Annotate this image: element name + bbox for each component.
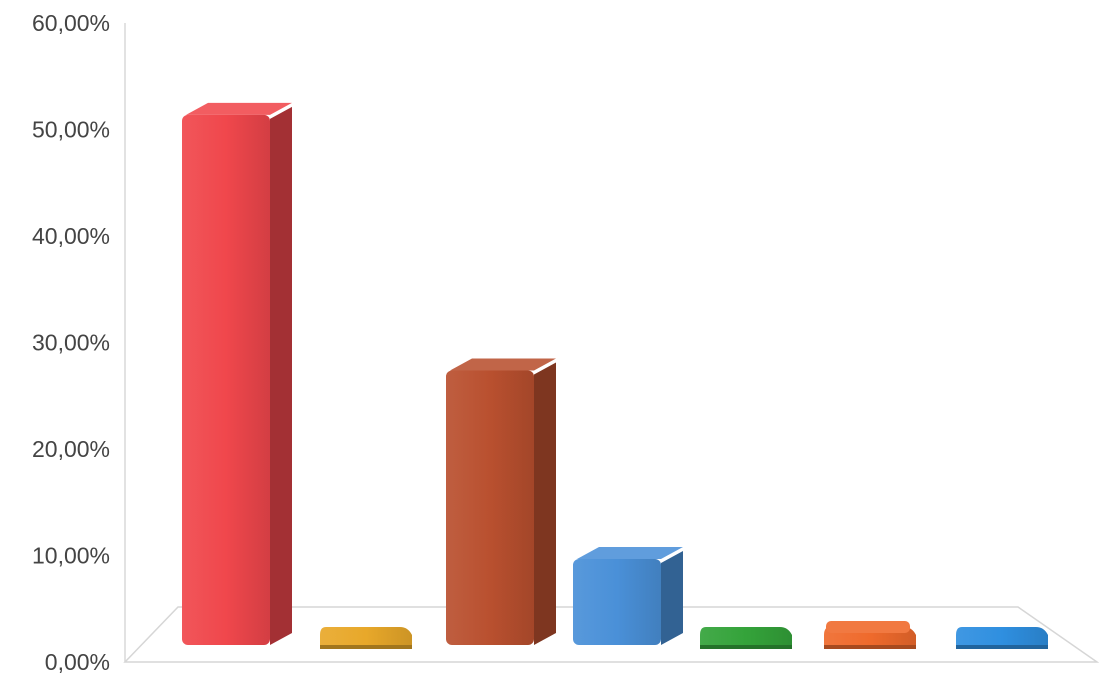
y-tick-label: 60,00%: [32, 10, 110, 36]
bar: [700, 627, 792, 649]
y-tick-label: 30,00%: [32, 330, 110, 356]
bar: [182, 102, 292, 645]
bar-series: [182, 102, 1048, 649]
y-tick-label: 50,00%: [32, 117, 110, 143]
bar: [320, 627, 412, 649]
y-axis-tick-labels: 0,00% 10,00% 20,00% 30,00% 40,00% 50,00% 60,00…: [32, 10, 110, 675]
bar: [824, 621, 916, 649]
y-tick-label: 20,00%: [32, 436, 110, 462]
bar: [956, 627, 1048, 649]
y-tick-label: 40,00%: [32, 223, 110, 249]
bar: [446, 358, 556, 645]
y-tick-label: 10,00%: [32, 543, 110, 569]
bar: [573, 546, 683, 645]
y-tick-label: 0,00%: [45, 649, 110, 675]
